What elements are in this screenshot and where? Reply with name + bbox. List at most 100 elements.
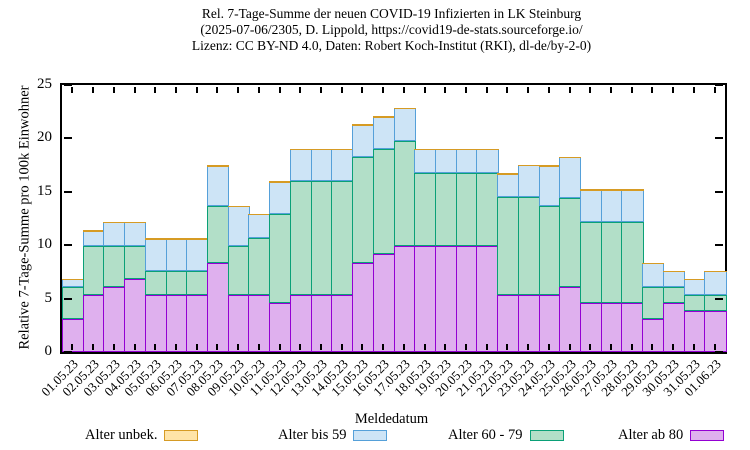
bar-segment xyxy=(352,156,375,263)
legend-entry: Alter 60 - 79 xyxy=(448,427,564,443)
bar-segment-zero-unbek xyxy=(683,278,706,281)
x-axis-tick xyxy=(651,87,654,93)
bar-segment xyxy=(600,221,623,304)
bar-segment xyxy=(455,173,478,247)
bar-segment xyxy=(207,205,230,263)
bar-segment-zero-unbek xyxy=(538,165,561,167)
x-axis-tick xyxy=(133,344,136,350)
bar-segment-zero-unbek xyxy=(186,238,209,240)
bar-segment xyxy=(310,148,333,182)
bar-segment xyxy=(393,246,416,352)
x-axis-tick xyxy=(568,344,571,350)
x-axis-tick xyxy=(382,87,385,93)
bar-segment xyxy=(248,213,271,239)
y-axis-tick xyxy=(64,244,72,247)
bar-segment xyxy=(538,205,561,296)
legend-swatch xyxy=(690,429,725,441)
bar-segment xyxy=(414,173,437,247)
x-axis-tick xyxy=(71,87,74,93)
bar-segment xyxy=(227,205,250,247)
chart-title-line3: Lizenz: CC BY-ND 4.0, Daten: Robert Koch… xyxy=(191,38,592,53)
x-axis-tick xyxy=(361,344,364,350)
bar-segment xyxy=(517,164,541,198)
x-axis-tick xyxy=(465,87,468,93)
x-axis-tick xyxy=(506,87,509,93)
bar-segment-zero-unbek xyxy=(289,148,313,151)
bar-segment xyxy=(662,286,686,304)
bar-segment-zero-unbek xyxy=(227,205,250,208)
y-axis-tick xyxy=(64,297,72,300)
bar-segment-zero-unbek xyxy=(269,181,292,183)
legend-label: Alter 60 - 79 xyxy=(448,426,523,443)
bar-segment xyxy=(455,148,478,174)
bar-segment xyxy=(82,246,105,296)
bar-segment xyxy=(289,181,313,296)
bar-segment xyxy=(352,262,375,352)
bar-segment xyxy=(434,173,458,247)
bar-segment xyxy=(600,189,623,222)
x-axis-tick xyxy=(257,87,260,93)
y-axis-tick xyxy=(715,351,723,353)
y-tick-label: 20 xyxy=(37,129,52,146)
bar-segment xyxy=(372,148,395,255)
bar-segment xyxy=(662,270,686,287)
bar-segment xyxy=(434,246,458,352)
bar-segment xyxy=(103,286,126,352)
bar-segment xyxy=(144,238,168,271)
bar-segment-zero-unbek xyxy=(476,148,499,151)
x-axis-tick xyxy=(319,87,322,93)
x-axis-tick xyxy=(299,344,302,350)
bar-segment xyxy=(289,148,313,182)
bar-segment xyxy=(579,221,603,304)
x-axis-tick xyxy=(92,344,95,350)
bar-segment-zero-unbek xyxy=(331,148,354,151)
bar-segment xyxy=(124,221,147,247)
bar-segment xyxy=(414,148,437,174)
bar-segment-zero-unbek xyxy=(372,116,395,118)
bar-segment-zero-unbek xyxy=(82,230,105,232)
bar-segment-zero-unbek xyxy=(165,238,188,240)
x-axis-tick xyxy=(112,87,115,93)
bar-segment-zero-unbek xyxy=(455,148,478,151)
bar-segment xyxy=(124,246,147,279)
bar-segment xyxy=(352,124,375,157)
bar-segment xyxy=(186,238,209,271)
x-axis-tick xyxy=(216,344,219,350)
bar-segment xyxy=(476,148,499,174)
bar-segment-zero-unbek xyxy=(662,270,686,273)
x-axis-tick xyxy=(257,344,260,350)
bar-segment xyxy=(82,230,105,247)
y-tick-label: 10 xyxy=(37,236,52,253)
x-axis-tick xyxy=(112,344,115,350)
bar-segment xyxy=(621,189,644,222)
x-axis-tick xyxy=(154,344,157,350)
x-axis-tick xyxy=(340,344,343,350)
bar-segment xyxy=(517,197,541,296)
bar-segment-zero-unbek xyxy=(642,262,665,265)
legend-label: Alter ab 80 xyxy=(618,426,684,443)
x-axis-tick xyxy=(174,344,177,350)
bar-segment-zero-unbek xyxy=(434,148,458,151)
legend-entry: Alter bis 59 xyxy=(278,427,388,443)
x-axis-tick xyxy=(71,344,74,350)
x-axis-tick xyxy=(133,87,136,93)
bar-segment xyxy=(579,189,603,222)
bar-segment-zero-unbek xyxy=(621,189,644,191)
chart-title-line1: Rel. 7-Tage-Summe der neuen COVID-19 Inf… xyxy=(201,6,582,21)
bar-segment-zero-unbek xyxy=(393,107,416,110)
bar-segment xyxy=(559,286,582,352)
bar-segment xyxy=(683,295,706,312)
bar-segment xyxy=(704,270,727,296)
x-axis-tick xyxy=(485,87,488,93)
x-axis-label: Meldedatum xyxy=(354,411,429,427)
bar-segment xyxy=(269,181,292,214)
bar-segment xyxy=(124,278,147,352)
bar-segment-zero-unbek xyxy=(559,156,582,159)
bar-segment xyxy=(455,246,478,352)
bar-segment xyxy=(227,246,250,296)
y-axis-tick xyxy=(64,84,72,86)
bar-segment xyxy=(103,221,126,247)
bar-segment-zero-unbek xyxy=(579,189,603,191)
x-axis-tick xyxy=(174,87,177,93)
x-axis-tick xyxy=(672,344,675,350)
